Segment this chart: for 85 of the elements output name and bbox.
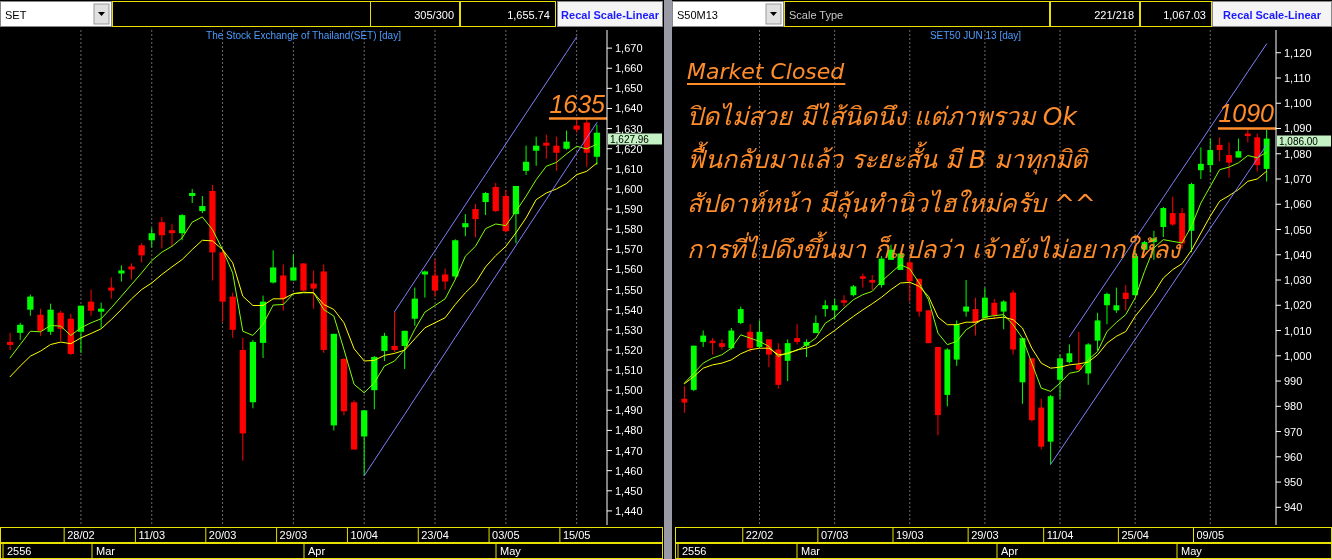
x-tick-label: 29/03 [279,529,308,541]
text: S50M13 [677,9,718,21]
text: SET [5,9,27,21]
chart-title: The Stock Exchange of Thailand(SET) [day] [206,30,402,41]
y-tick-label: 1,550 [615,283,643,296]
y-tick-label: 1,510 [615,364,643,377]
y-tick-label: 1,080 [1284,147,1312,160]
x-tick-label: 09/05 [1196,529,1225,541]
x-tick-label: 03/05 [492,529,520,541]
x-tick-label: 10/04 [350,529,378,541]
text: Recal Scale-Linear [561,9,660,21]
x-tick-label: 07/03 [820,529,849,541]
x-tick-label: 20/03 [208,529,237,541]
ref-line-label: 1635 [549,89,606,118]
line-series [363,122,598,477]
y-tick-label: 1,450 [615,484,643,497]
y-tick-label: 1,500 [615,384,643,397]
y-tick-label: 960 [1284,450,1303,463]
text: Mar [801,545,821,557]
text: 1,627.96 [610,133,650,145]
y-tick-label: 1,520 [615,343,643,356]
x-tick-label: 11/03 [138,529,166,541]
annotation: สัปดาห์หน้า มีลุ้นทำนิวไฮใหม่ครับ ^^ [687,189,1096,219]
y-tick-label: 1,540 [615,303,643,316]
x-tick-label: 19/03 [896,529,924,541]
y-tick-label: 1,070 [1284,173,1312,186]
y-tick-label: 1,650 [615,82,643,95]
x-tick-label: 11/04 [1046,529,1074,541]
text: Scale Type [789,9,844,21]
text: 1,067.03 [1163,9,1206,21]
annotation: ปิดไม่สวย มีไส้นิดนึง แต่ภาพรวม Ok [687,102,1079,131]
y-tick-label: 1,610 [615,162,643,175]
y-tick-label: 1,660 [615,62,643,75]
y-tick-label: 1,110 [1284,71,1311,84]
y-tick-label: 1,040 [1284,248,1312,261]
x-tick-label: 15/05 [562,529,591,541]
y-tick-label: 1,590 [615,203,643,216]
y-tick-label: 1,060 [1284,198,1312,211]
y-tick-label: 1,020 [1284,299,1312,312]
y-tick-label: 1,600 [615,182,643,195]
annotation: Market Closed [687,59,846,84]
y-tick-label: 1,000 [1284,349,1312,362]
y-tick-label: 1,010 [1284,324,1312,337]
text: 1,086.00 [1279,135,1319,147]
text: May [500,545,522,557]
y-tick-label: 970 [1284,425,1303,438]
text: May [1181,545,1203,557]
y-tick-label: 1,640 [615,102,643,115]
y-tick-label: 1,530 [615,323,643,336]
y-tick-label: 1,470 [615,444,643,457]
y-tick-label: 1,560 [615,263,643,276]
y-tick-label: 1,100 [1284,97,1312,110]
x-tick-label: 23/04 [421,529,449,541]
y-tick-label: 1,090 [1284,122,1312,135]
y-tick-label: 950 [1284,476,1303,489]
text: Recal Scale-Linear [1223,9,1322,21]
y-tick-label: 1,580 [615,223,643,236]
text: 221/218 [1094,9,1134,21]
text: 2556 [682,545,707,557]
y-tick-label: 1,670 [615,42,643,55]
text: Apr [308,545,326,557]
x-tick-label: 25/04 [1121,529,1149,541]
text: 2556 [7,545,32,557]
chart-title: SET50 JUN 13 [day] [929,30,1022,41]
y-tick-label: 1,030 [1284,274,1312,287]
y-tick-label: 1,440 [615,504,643,517]
ref-line-label: 1090 [1218,99,1275,128]
text: Mar [96,545,116,557]
annotation: ฟื้นกลับมาแล้ว ระยะสั้น มี B มาทุกมิติ [687,141,1089,175]
text: Apr [1001,545,1019,557]
y-tick-label: 990 [1284,375,1303,388]
y-tick-label: 1,630 [615,122,643,135]
y-tick-label: 980 [1284,400,1303,413]
y-tick-label: 1,490 [615,404,643,417]
x-tick-label: 29/03 [971,529,999,541]
y-tick-label: 940 [1284,501,1303,514]
text: 305/300 [414,9,454,21]
x-tick-label: 22/02 [745,529,774,541]
x-tick-label: 28/02 [67,529,95,541]
y-tick-label: 1,460 [615,464,643,477]
y-tick-label: 1,050 [1284,223,1312,236]
y-tick-label: 1,120 [1284,46,1312,59]
y-tick-label: 1,570 [615,243,643,256]
text: 1,655.74 [507,9,550,21]
y-tick-label: 1,480 [615,424,643,437]
